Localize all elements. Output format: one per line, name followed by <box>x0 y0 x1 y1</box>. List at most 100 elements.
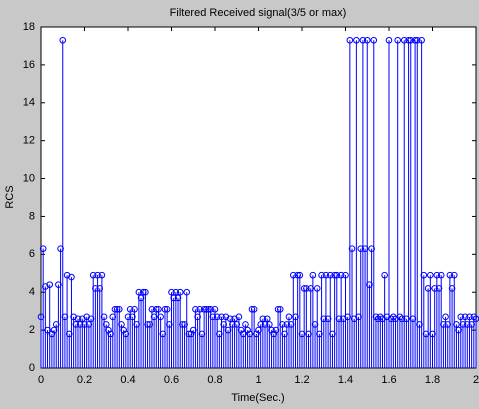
stem-marker <box>470 313 478 321</box>
stem-marker <box>207 305 214 313</box>
stem-marker <box>107 330 114 338</box>
stem-marker <box>148 305 156 313</box>
stem-marker <box>172 288 180 296</box>
stem-marker <box>61 313 69 321</box>
y-tick-label: 6 <box>29 248 35 260</box>
stem-marker <box>342 271 349 279</box>
stem-marker <box>372 313 380 321</box>
stem-marker <box>281 330 288 338</box>
stem-marker <box>272 326 280 334</box>
stem-marker <box>216 330 223 338</box>
stem-marker <box>155 305 162 313</box>
stem-marker <box>74 315 82 323</box>
stem-marker <box>68 273 75 281</box>
stem-marker <box>331 271 338 279</box>
stem-marker <box>176 288 184 296</box>
stem-marker <box>59 36 67 44</box>
stem-marker <box>92 285 99 292</box>
stem-marker <box>157 313 164 321</box>
stem-marker <box>320 315 328 323</box>
stem-marker <box>348 245 356 252</box>
stem-marker <box>113 305 121 313</box>
y-tick-label: 16 <box>23 59 35 71</box>
stem-marker <box>448 285 456 292</box>
stem-marker <box>276 305 284 313</box>
stem-marker <box>129 313 136 321</box>
x-tick-label: 0 <box>38 374 44 386</box>
stem-marker <box>122 330 130 338</box>
stem-marker <box>466 313 473 321</box>
stem-marker <box>461 313 469 321</box>
stem-marker <box>100 313 108 321</box>
stem-marker <box>335 315 343 323</box>
stem-marker <box>290 271 297 279</box>
stem-marker <box>359 36 367 44</box>
stem-marker <box>450 271 458 279</box>
stem-marker <box>377 313 384 321</box>
stem-marker <box>96 285 104 292</box>
stem-marker <box>394 36 402 44</box>
stem-marker <box>427 271 434 279</box>
stem-marker <box>444 321 452 328</box>
stem-marker <box>307 285 315 292</box>
stem-marker <box>94 271 101 279</box>
x-tick-label: 1.4 <box>338 374 353 386</box>
y-tick-label: 10 <box>23 172 35 184</box>
stem-marker <box>385 36 393 44</box>
stem-marker <box>185 330 193 338</box>
stem-marker <box>453 321 460 328</box>
stem-marker <box>442 313 449 321</box>
x-tick-label: 0.4 <box>120 374 135 386</box>
x-tick-label: 0.6 <box>164 374 179 386</box>
stem-marker <box>403 315 410 323</box>
y-tick-label: 4 <box>29 286 35 298</box>
stem-marker <box>422 330 430 338</box>
stem-marker <box>139 288 147 296</box>
x-tick-label: 1.6 <box>381 374 396 386</box>
stem-marker <box>431 285 438 292</box>
stem-marker <box>189 326 197 334</box>
stem-marker <box>329 330 336 338</box>
stem-marker <box>98 271 106 279</box>
stem-marker <box>416 321 423 328</box>
stem-marker <box>266 321 273 328</box>
stem-marker <box>283 321 291 328</box>
stem-marker <box>381 271 388 279</box>
stem-marker <box>294 271 301 279</box>
stem-marker <box>398 315 406 323</box>
x-tick-label: 0.8 <box>207 374 222 386</box>
stem-marker <box>413 36 421 44</box>
stem-marker <box>152 305 160 313</box>
stem-marker <box>37 313 45 321</box>
stem-marker <box>198 330 206 338</box>
stem-marker <box>246 330 254 338</box>
stem-marker <box>242 321 249 328</box>
stem-marker <box>396 313 404 321</box>
stem-marker <box>196 305 204 313</box>
stem-marker <box>39 245 47 252</box>
stem-marker <box>279 321 286 328</box>
stem-marker <box>200 305 208 313</box>
stem-marker <box>203 305 210 313</box>
stem-marker <box>250 305 258 313</box>
stem-marker <box>72 321 80 328</box>
x-tick-label: 1 <box>255 374 261 386</box>
stem-marker <box>87 315 95 323</box>
stem-marker <box>409 315 417 323</box>
stem-marker <box>50 326 58 334</box>
stem-marker <box>170 294 177 302</box>
y-tick-label: 14 <box>23 97 35 109</box>
stem-marker <box>209 313 217 321</box>
stem-marker <box>116 305 123 313</box>
stem-marker <box>194 313 201 321</box>
stem-marker <box>183 288 191 296</box>
stem-marker <box>255 326 262 334</box>
stem-marker <box>464 321 471 328</box>
stem-marker <box>150 313 158 321</box>
stem-marker <box>418 36 425 44</box>
stem-marker <box>363 36 371 44</box>
stem-marker <box>159 330 167 338</box>
stem-marker <box>46 281 54 288</box>
stem-marker <box>126 305 134 313</box>
stem-marker <box>368 245 375 252</box>
